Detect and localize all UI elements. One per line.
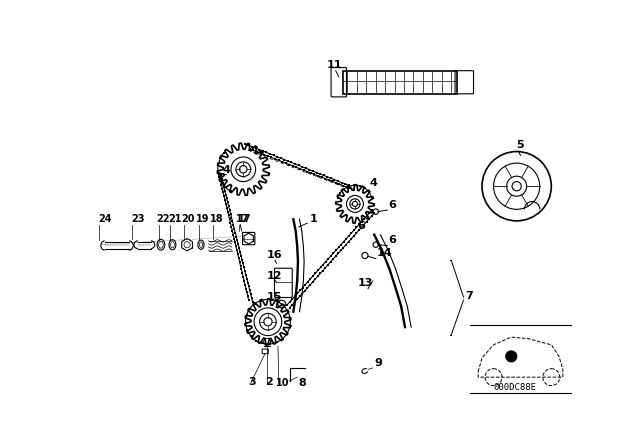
Circle shape	[506, 351, 516, 362]
Text: 4: 4	[223, 165, 230, 175]
Text: 17: 17	[236, 214, 250, 224]
Bar	[344, 71, 458, 94]
Text: 9: 9	[374, 358, 382, 368]
Text: 17: 17	[238, 214, 252, 224]
Text: 22: 22	[156, 214, 170, 224]
Text: 15: 15	[266, 292, 282, 302]
Text: 16: 16	[266, 250, 282, 260]
Text: 11: 11	[326, 60, 342, 69]
Text: 10: 10	[276, 379, 289, 388]
Text: 000DC88E: 000DC88E	[493, 383, 536, 392]
Text: 24: 24	[99, 214, 112, 224]
Text: 8: 8	[299, 379, 307, 388]
Text: 3: 3	[248, 377, 255, 387]
Text: 5: 5	[516, 140, 524, 150]
Text: 1: 1	[310, 214, 317, 224]
Text: 19: 19	[196, 214, 210, 224]
Text: 6: 6	[357, 221, 365, 231]
Text: 4: 4	[369, 178, 378, 188]
Text: 23: 23	[132, 214, 145, 224]
Text: 18: 18	[210, 214, 224, 224]
Text: 20: 20	[182, 214, 195, 224]
Text: 7: 7	[465, 291, 473, 301]
Text: 2: 2	[265, 377, 273, 387]
Text: 14: 14	[376, 248, 392, 258]
Text: 6: 6	[388, 200, 396, 210]
Text: 12: 12	[266, 271, 282, 280]
Text: 21: 21	[168, 214, 181, 224]
Text: 13: 13	[357, 278, 372, 289]
Text: 6: 6	[388, 235, 396, 245]
